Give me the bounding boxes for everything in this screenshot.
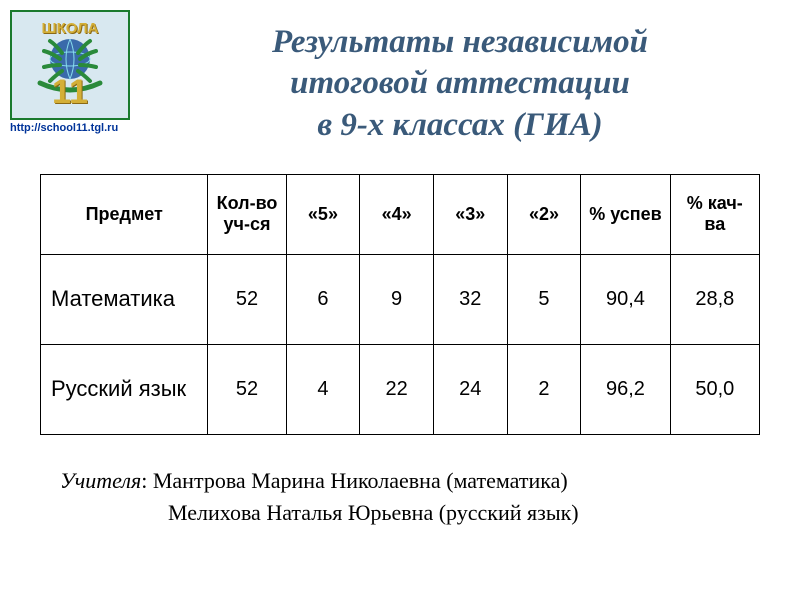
footer-line-1: Учителя: Мантрова Марина Николаевна (мат…: [60, 465, 800, 497]
cell-g5: 4: [286, 344, 360, 434]
table-row: Математика 52 6 9 32 5 90,4 28,8: [41, 254, 760, 344]
cell-g3: 24: [433, 344, 507, 434]
cell-qual: 50,0: [670, 344, 759, 434]
cell-g4: 9: [360, 254, 434, 344]
title-line-1: Результаты независимой: [272, 24, 648, 60]
footer-label: Учителя: [60, 468, 141, 493]
teachers-footer: Учителя: Мантрова Марина Николаевна (мат…: [0, 465, 800, 529]
table-row: Русский язык 52 4 22 24 2 96,2 50,0: [41, 344, 760, 434]
col-qual-pct: % кач-ва: [670, 174, 759, 254]
cell-qual: 28,8: [670, 254, 759, 344]
cell-g2: 2: [507, 344, 581, 434]
cell-g2: 5: [507, 254, 581, 344]
col-grade-5: «5»: [286, 174, 360, 254]
results-table-wrap: Предмет Кол-во уч-ся «5» «4» «3» «2» % у…: [40, 174, 760, 435]
logo-number: 11: [52, 73, 88, 112]
logo-url: http://school11.tgl.ru: [10, 122, 155, 134]
cell-subject: Математика: [41, 254, 208, 344]
col-grade-4: «4»: [360, 174, 434, 254]
cell-subject: Русский язык: [41, 344, 208, 434]
school-logo: ШКОЛА 11: [10, 10, 130, 120]
logo-area: ШКОЛА 11 http://school11.tgl.ru: [10, 10, 155, 134]
footer-line-2: Мелихова Наталья Юрьевна (русский язык): [60, 497, 800, 529]
cell-count: 52: [208, 254, 286, 344]
cell-count: 52: [208, 344, 286, 434]
col-subject: Предмет: [41, 174, 208, 254]
cell-g3: 32: [433, 254, 507, 344]
cell-g4: 22: [360, 344, 434, 434]
title-line-3: в 9-х классах (ГИА): [317, 107, 602, 143]
cell-g5: 6: [286, 254, 360, 344]
table-header-row: Предмет Кол-во уч-ся «5» «4» «3» «2» % у…: [41, 174, 760, 254]
title-line-2: итоговой аттестации: [290, 65, 630, 101]
col-count: Кол-во уч-ся: [208, 174, 286, 254]
cell-pass: 96,2: [581, 344, 670, 434]
col-grade-2: «2»: [507, 174, 581, 254]
cell-pass: 90,4: [581, 254, 670, 344]
results-table: Предмет Кол-во уч-ся «5» «4» «3» «2» % у…: [40, 174, 760, 435]
col-grade-3: «3»: [433, 174, 507, 254]
footer-teacher-1: : Мантрова Марина Николаевна (математика…: [141, 468, 567, 493]
col-pass-pct: % успев: [581, 174, 670, 254]
